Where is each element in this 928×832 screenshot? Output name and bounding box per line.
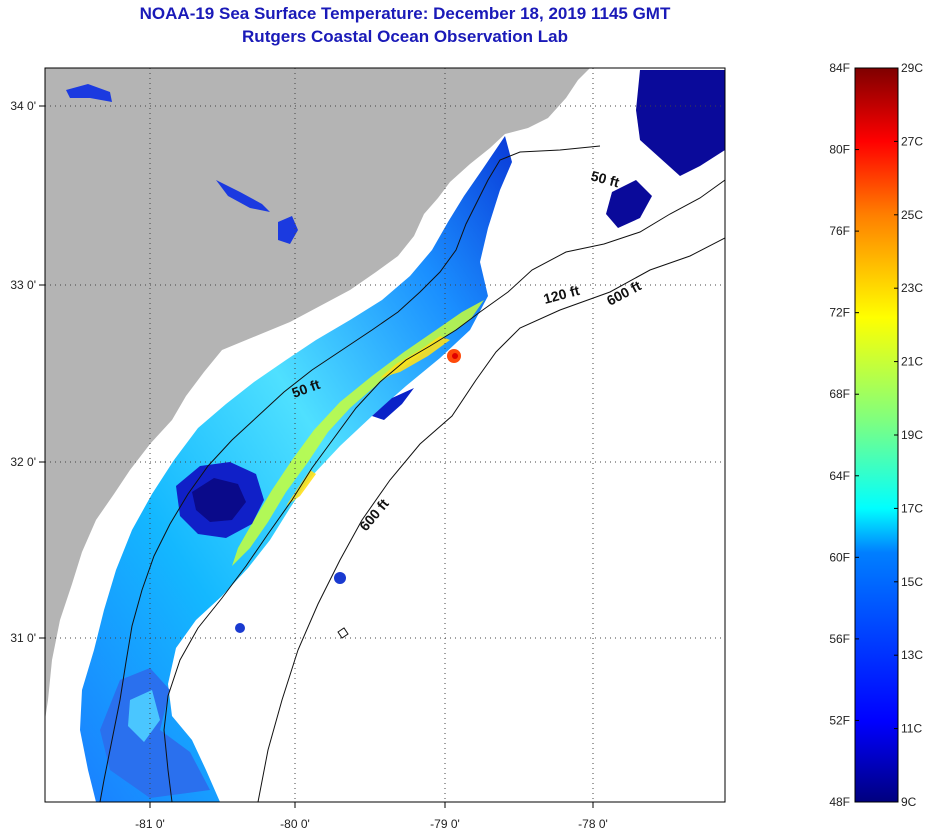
map-body: 50 ft 120 ft 600 ft 50 ft 600 ft <box>45 68 725 802</box>
colorbar-c-label: 19C <box>901 428 923 442</box>
hot-spot-core <box>452 353 458 359</box>
colorbar-f-label: 48F <box>829 795 850 809</box>
colorbar-f-label: 56F <box>829 632 850 646</box>
colorbar-c-label: 21C <box>901 355 923 369</box>
cold-water-north <box>636 70 725 176</box>
map-frame <box>44 67 726 803</box>
lon-tick-label: -81 0' <box>135 817 165 831</box>
lon-tick-label: -80 0' <box>280 817 310 831</box>
island-outline <box>337 627 349 639</box>
colorbar-c-label: 29C <box>901 61 923 75</box>
lat-tick-label: 34 0' <box>10 99 36 113</box>
scattered-sst-south <box>100 668 210 798</box>
colorbar-c-label: 11C <box>901 722 922 736</box>
chart-title: NOAA-19 Sea Surface Temperature: Decembe… <box>139 4 671 23</box>
colorbar-f-label: 60F <box>829 550 850 564</box>
colorbar-c-label: 13C <box>901 648 923 662</box>
scattered-pixel-2 <box>235 623 245 633</box>
lat-tick-labels: 34 0' 33 0' 32 0' 31 0' <box>10 99 36 645</box>
land-mass <box>45 68 590 720</box>
colorbar-c-label: 9C <box>901 795 917 809</box>
colorbar-c-label: 25C <box>901 208 923 222</box>
colorbar-celsius-labels: 29C 27C 25C 23C 21C 19C 17C 15C 13C 11C 9C <box>894 61 923 809</box>
colorbar-c-label: 27C <box>901 134 923 148</box>
colorbar-f-label: 64F <box>829 469 850 483</box>
yellow-patch <box>286 336 450 506</box>
cold-band-offshore <box>372 388 414 420</box>
contour-600ft <box>257 237 725 802</box>
lat-tick-label: 32 0' <box>10 455 36 469</box>
chart-subtitle: Rutgers Coastal Ocean Observation Lab <box>242 27 568 46</box>
colorbar-fahrenheit-labels: 84F 80F 76F 72F 68F 64F 60F 56F 52F 48F <box>829 61 859 809</box>
contour-label: 50 ft <box>589 167 621 190</box>
colorbar-c-label: 23C <box>901 281 923 295</box>
scattered-sst-south-2 <box>128 690 160 742</box>
colorbar-gradient <box>854 67 899 803</box>
inland-water-1 <box>66 84 112 102</box>
colorbar-f-label: 84F <box>829 61 850 75</box>
axis-ticks <box>39 105 594 808</box>
lon-tick-label: -78 0' <box>578 817 608 831</box>
cold-water-north-2 <box>606 180 652 228</box>
colorbar-f-label: 76F <box>829 224 850 238</box>
warm-band <box>232 300 484 566</box>
inland-water-2 <box>278 216 298 244</box>
lon-tick-label: -79 0' <box>430 817 460 831</box>
inland-water-3 <box>216 180 270 212</box>
contour-120ft <box>163 179 725 802</box>
lon-tick-labels: -81 0' -80 0' -79 0' -78 0' <box>135 817 608 831</box>
scattered-pixel <box>334 572 346 584</box>
lat-tick-label: 31 0' <box>10 631 36 645</box>
cold-eddy-core <box>192 478 246 522</box>
lat-tick-label: 33 0' <box>10 278 36 292</box>
colorbar-f-label: 68F <box>829 387 850 401</box>
bathymetry-contours <box>99 145 725 802</box>
colorbar-f-label: 72F <box>829 306 850 320</box>
colorbar-f-label: 52F <box>829 713 850 727</box>
graticule <box>45 68 725 802</box>
colorbar-c-label: 15C <box>901 575 923 589</box>
contour-50ft <box>99 145 601 802</box>
colorbar-f-label: 80F <box>829 143 850 157</box>
colorbar: 84F 80F 76F 72F 68F 64F 60F 56F 52F 48F 29C 27C 25C… <box>829 61 923 809</box>
colorbar-c-label: 17C <box>901 501 923 515</box>
